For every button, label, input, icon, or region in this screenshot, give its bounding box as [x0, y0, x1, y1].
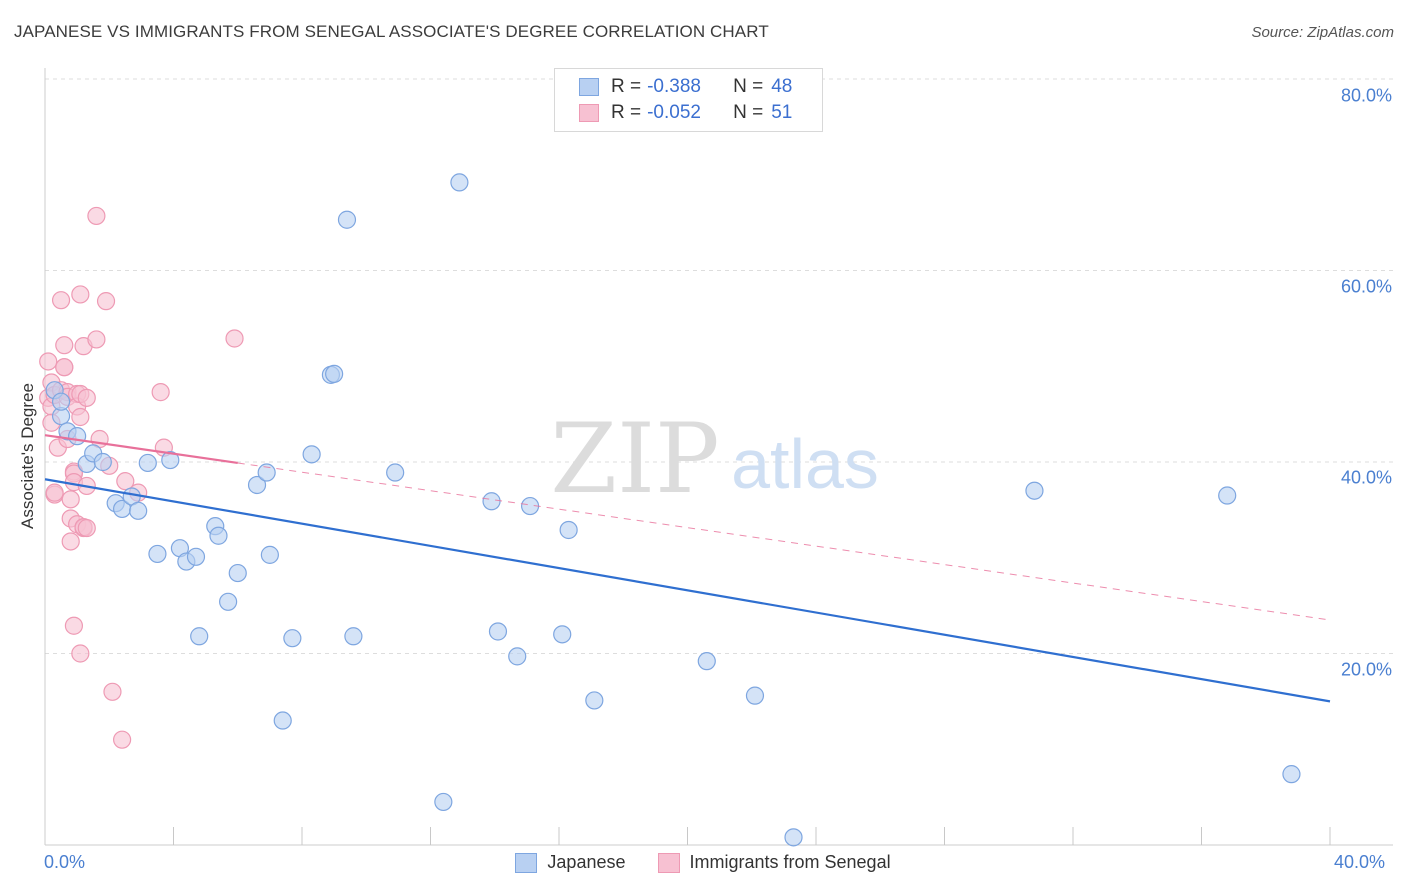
data-point: [148, 544, 167, 564]
data-point: [1025, 481, 1044, 500]
data-point: [71, 285, 90, 304]
senegal-swatch: [579, 104, 599, 122]
series-legend: Japanese Immigrants from Senegal: [0, 852, 1406, 873]
n-label: N =: [733, 76, 764, 97]
japanese-trend-line: [44, 478, 1331, 703]
data-point: [784, 828, 803, 847]
legend-row-senegal: R = -0.052 N = 51: [579, 101, 792, 125]
y-tick-label: 80.0%: [1340, 85, 1392, 106]
legend-row-japanese: R = -0.388 N = 48: [579, 75, 792, 99]
x-tick-label-max: 40.0%: [1334, 852, 1386, 872]
data-point: [45, 483, 64, 502]
data-point: [553, 625, 572, 644]
data-point: [508, 647, 527, 666]
data-point: [260, 545, 279, 564]
y-tick-label: 20.0%: [1340, 659, 1392, 680]
data-point: [71, 407, 90, 427]
senegal-trend-extension: [237, 462, 1331, 621]
senegal-legend-swatch: [657, 852, 680, 873]
stats-legend: R = -0.388 N = 48 R = -0.052 N = 51: [554, 68, 823, 132]
data-point: [61, 532, 80, 551]
japanese-points: [45, 173, 1301, 847]
data-point: [325, 364, 344, 384]
data-point: [1218, 486, 1237, 505]
data-point: [51, 392, 71, 411]
data-point: [129, 501, 148, 520]
senegal-legend-label: Immigrants from Senegal: [689, 852, 891, 872]
data-point: [434, 792, 453, 812]
data-point: [745, 686, 765, 705]
data-point: [68, 427, 87, 446]
japanese-swatch: [579, 78, 599, 96]
data-point: [247, 475, 267, 495]
data-point: [302, 445, 321, 464]
senegal-n-value: 51: [771, 102, 793, 123]
y-tick-label: 60.0%: [1340, 276, 1392, 297]
data-point: [257, 463, 276, 482]
data-point: [103, 682, 122, 701]
data-point: [77, 388, 96, 407]
trend-lines: [44, 434, 1331, 703]
data-point: [151, 383, 170, 402]
data-point: [386, 463, 405, 482]
data-point: [51, 291, 71, 310]
legend-item-japanese[interactable]: Japanese: [515, 852, 626, 873]
data-point: [337, 210, 357, 229]
data-point: [77, 518, 96, 538]
data-point: [209, 526, 228, 545]
chart-title: JAPANESE VS IMMIGRANTS FROM SENEGAL ASSO…: [14, 22, 769, 41]
data-point: [55, 336, 74, 355]
data-point: [482, 492, 501, 511]
data-point: [161, 450, 180, 470]
data-point: [228, 563, 247, 583]
data-point: [450, 173, 469, 192]
data-point: [488, 622, 508, 641]
data-point: [559, 520, 578, 540]
watermark: ZIP atlas: [550, 403, 879, 515]
data-point: [112, 730, 132, 749]
data-point: [344, 627, 363, 646]
data-point: [116, 472, 135, 491]
watermark-zip: ZIP: [550, 403, 719, 515]
data-point: [61, 490, 80, 509]
data-point: [138, 453, 157, 473]
data-point: [55, 358, 74, 377]
japanese-n-value: 48: [771, 76, 793, 97]
x-tick-label-min: 0.0%: [44, 852, 86, 872]
data-point: [93, 452, 112, 472]
axes: [44, 68, 1393, 846]
n-label: N =: [733, 102, 764, 123]
data-point: [64, 616, 84, 635]
legend-item-senegal[interactable]: Immigrants from Senegal: [657, 852, 891, 873]
senegal-r-value: -0.052: [647, 102, 701, 123]
japanese-r-value: -0.388: [647, 76, 701, 97]
data-point: [225, 329, 244, 348]
senegal-trend-line: [44, 434, 238, 465]
r-label: R =: [611, 102, 642, 123]
r-label: R =: [611, 76, 642, 97]
japanese-legend-label: Japanese: [547, 852, 626, 872]
data-point: [186, 547, 206, 566]
data-point: [96, 292, 116, 311]
grid-lines: [45, 78, 1393, 654]
y-tick-label: 40.0%: [1340, 467, 1392, 488]
japanese-legend-swatch: [515, 852, 538, 873]
data-point: [190, 627, 209, 646]
data-point: [219, 592, 238, 611]
data-point: [87, 206, 106, 226]
watermark-atlas: atlas: [731, 425, 879, 503]
data-point: [1282, 765, 1301, 784]
data-point: [273, 711, 292, 730]
source-credit: Source: ZipAtlas.com: [1251, 24, 1394, 41]
data-point: [87, 330, 106, 349]
data-point: [39, 352, 58, 371]
data-point: [585, 691, 604, 710]
data-point: [697, 652, 716, 671]
data-point: [71, 644, 90, 663]
data-point: [283, 629, 302, 648]
senegal-points: [39, 206, 244, 749]
